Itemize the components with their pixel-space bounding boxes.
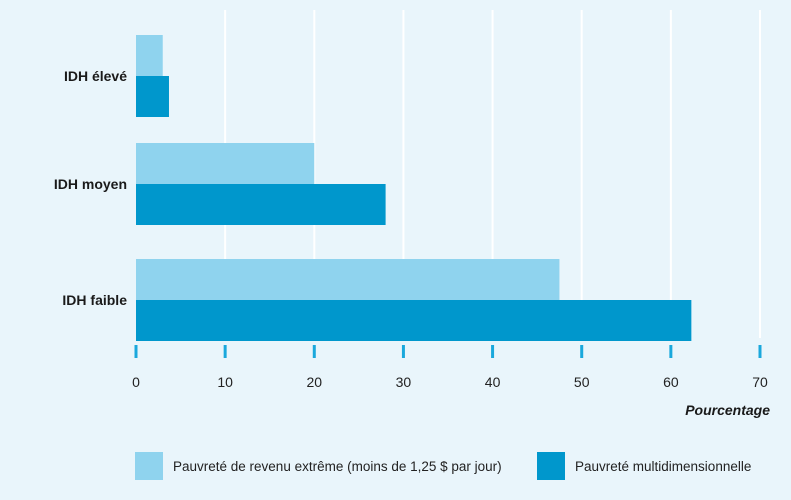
bar-idh-moyen-series-2 (136, 184, 386, 225)
category-labels: IDH élevé IDH moyen IDH faible (54, 68, 127, 308)
x-tick-label-30: 30 (396, 374, 412, 390)
x-axis-title: Pourcentage (685, 402, 770, 418)
x-tick-label-70: 70 (752, 374, 768, 390)
category-label-idh-faible: IDH faible (62, 292, 127, 308)
x-tick-label-10: 10 (217, 374, 233, 390)
x-axis-ticks: 0 10 20 30 40 50 60 70 (132, 345, 768, 390)
x-tick-label-0: 0 (132, 374, 140, 390)
legend: Pauvreté de revenu extrême (moins de 1,2… (135, 452, 751, 480)
legend-swatch-multidimensional-poverty (537, 452, 565, 480)
bar-idh-faible-series-1 (136, 259, 560, 300)
x-tick-label-50: 50 (574, 374, 590, 390)
category-label-idh-moyen: IDH moyen (54, 176, 127, 192)
bars (136, 35, 692, 341)
legend-swatch-extreme-income-poverty (135, 452, 163, 480)
x-tick-label-40: 40 (485, 374, 501, 390)
bar-idh-faible-series-2 (136, 300, 692, 341)
category-label-idh-eleve: IDH élevé (64, 68, 127, 84)
bar-idh-moyen-series-1 (136, 143, 315, 184)
legend-label-multidimensional-poverty: Pauvreté multidimensionnelle (575, 459, 751, 474)
bar-idh-eleve-series-1 (136, 35, 163, 76)
x-tick-label-20: 20 (306, 374, 322, 390)
legend-label-extreme-income-poverty: Pauvreté de revenu extrême (moins de 1,2… (173, 459, 502, 474)
x-tick-label-60: 60 (663, 374, 679, 390)
grid-lines (224, 10, 761, 338)
bar-idh-eleve-series-2 (136, 76, 169, 117)
